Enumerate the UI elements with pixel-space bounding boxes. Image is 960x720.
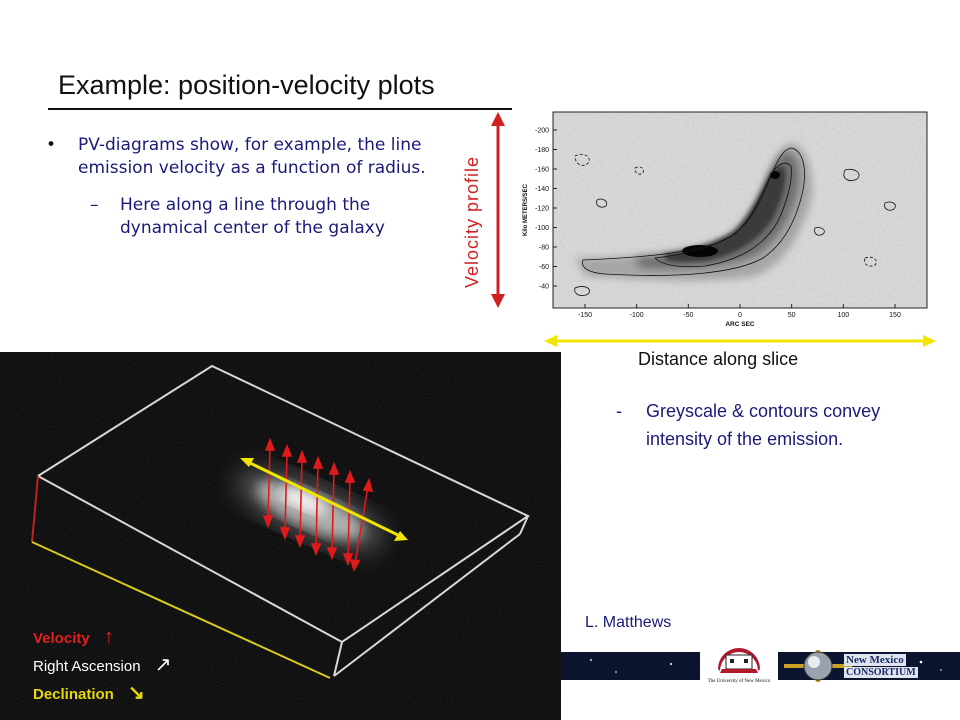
pv-x-tick-label: -100 <box>630 312 644 319</box>
data-cube-graphic <box>0 352 561 720</box>
legend-declination-label: Declination <box>33 686 114 703</box>
cube-edges <box>37 364 531 677</box>
pv-x-tick-label: 50 <box>788 312 796 319</box>
bullet-dot-icon: • <box>46 135 57 155</box>
legend-velocity-label: Velocity <box>33 630 90 647</box>
pv-y-tick-label: -100 <box>535 225 549 232</box>
arrow-up-right-icon: ↗ <box>154 654 172 676</box>
data-cube-panel <box>0 352 561 720</box>
pv-y-ticks: -200 -180 -160 -140 -120 -100 -80 -60 -40 <box>535 128 557 291</box>
sub-bullet-dash-icon: – <box>90 195 99 215</box>
pv-contours <box>574 147 896 296</box>
cube-declination-edge <box>31 541 331 679</box>
nmc-logo-line2: CONSORTIUM <box>844 667 918 678</box>
title-underline <box>48 108 512 110</box>
sub-bullet-item: – Here along a line through the dynamica… <box>44 194 444 240</box>
legend-right-ascension: Right Ascension ↗ <box>33 652 172 680</box>
bullet-item: • PV-diagrams show, for example, the lin… <box>44 134 444 180</box>
pv-y-tick-label: -200 <box>535 128 549 135</box>
axis-legend: Velocity ↑ Right Ascension ↗ Declination… <box>33 624 172 708</box>
arrow-up-icon: ↑ <box>103 626 114 648</box>
pv-y-tick-label: -60 <box>539 264 549 271</box>
velocity-profile-label: Velocity profile <box>462 155 482 288</box>
unm-logo: The University of New Mexico <box>700 635 778 695</box>
note-block: - Greyscale & contours convey intensity … <box>616 397 916 453</box>
note-dash: - <box>616 401 622 421</box>
pv-y-tick-label: -180 <box>535 147 549 154</box>
note-text: Greyscale & contours convey intensity of… <box>646 401 881 449</box>
pv-y-tick-label: -40 <box>539 284 549 291</box>
legend-declination: Declination ↘ <box>33 680 172 708</box>
nmc-logo: New Mexico CONSORTIUM <box>782 648 918 684</box>
distance-arrow <box>544 335 936 347</box>
pv-x-tick-label: 100 <box>837 312 849 319</box>
distance-label: Distance along slice <box>638 349 799 369</box>
pv-x-tick-label: -150 <box>578 312 592 319</box>
pv-y-tick-label: -160 <box>535 167 549 174</box>
velocity-arrows <box>262 437 374 573</box>
pv-x-axis-label: ARC SEC <box>725 321 755 328</box>
pv-x-tick-label: 0 <box>738 312 742 319</box>
slice-arrow <box>240 458 408 541</box>
pv-emission-band <box>575 143 813 281</box>
nmc-logo-line1: New Mexico <box>844 654 906 666</box>
pv-y-tick-label: -140 <box>535 186 549 193</box>
legend-right-ascension-label: Right Ascension <box>33 658 141 675</box>
galaxy-emission <box>236 468 384 552</box>
pv-x-tick-label: -50 <box>683 312 693 319</box>
pv-noise-texture <box>553 112 927 308</box>
velocity-profile-arrow <box>491 112 505 308</box>
credit-text: L. Matthews <box>585 614 672 631</box>
legend-velocity: Velocity ↑ <box>33 624 172 652</box>
pv-x-ticks: -150 -100 -50 0 50 100 150 <box>578 304 901 319</box>
pv-x-tick-label: 150 <box>889 312 901 319</box>
arrow-down-right-icon: ↘ <box>128 682 145 704</box>
unm-emblem-icon <box>718 648 760 673</box>
bullet-list: • PV-diagrams show, for example, the lin… <box>44 134 444 240</box>
slide-title: Example: position-velocity plots <box>58 70 435 100</box>
pv-y-tick-label: -120 <box>535 206 549 213</box>
pv-y-axis-label: Kilo METERS/SEC <box>523 183 529 236</box>
unm-logo-text: The University of New Mexico <box>707 679 771 684</box>
pv-diagram: -200-180-160-140-120-100-80-60-40 -150 -1… <box>523 111 928 328</box>
sub-bullet-text: Here along a line through the dynamical … <box>120 195 385 238</box>
cube-noise <box>0 352 561 720</box>
cube-velocity-edge <box>31 475 39 543</box>
nmc-logo-graphic <box>784 650 852 682</box>
bullet-text: PV-diagrams show, for example, the line … <box>78 135 426 178</box>
pv-y-tick-label: -80 <box>539 245 549 252</box>
